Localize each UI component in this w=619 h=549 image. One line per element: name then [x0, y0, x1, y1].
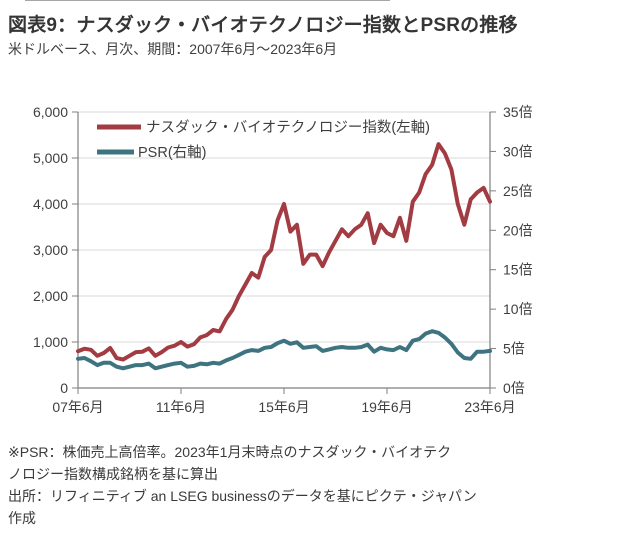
legend-psr-label: PSR(右軸)	[138, 144, 206, 161]
footnote-psr-definition-line2: ノロジー指数構成銘柄を基に算出	[8, 466, 218, 482]
x-axis-label: 19年6月	[361, 399, 412, 415]
right-axis-label: 20倍	[503, 222, 533, 238]
footnote-psr-definition-line1: ※PSR：株価売上高倍率。2023年1月末時点のナスダック・バイオテク	[8, 444, 452, 460]
footnotes: ※PSR：株価売上高倍率。2023年1月末時点のナスダック・バイオテク ノロジー…	[8, 441, 613, 529]
right-axis-label: 5倍	[503, 341, 525, 357]
left-axis-label: 2,000	[33, 288, 68, 304]
x-axis-label: 23年6月	[464, 399, 515, 415]
right-axis-label: 0倍	[503, 380, 525, 396]
left-axis-label: 4,000	[33, 196, 68, 212]
x-axis-label: 15年6月	[258, 399, 309, 415]
chart-svg: 6,000 5,000 4,000 3,000 2,000 1,000 0 35倍 30倍 25倍…	[33, 104, 533, 415]
left-axis-label: 3,000	[33, 242, 68, 258]
x-axis-label: 07年6月	[52, 399, 103, 415]
left-axis-label: 1,000	[33, 334, 68, 350]
legend-index-label: ナスダック・バイオテクノロジー指数(左軸)	[146, 119, 430, 136]
right-axis-label: 25倍	[503, 183, 533, 199]
line-chart: 6,000 5,000 4,000 3,000 2,000 1,000 0 35倍 30倍 25倍…	[0, 95, 619, 440]
x-axis-label: 11年6月	[156, 399, 206, 415]
index-series-line	[76, 142, 492, 362]
left-axis-label: 5,000	[33, 150, 68, 166]
footnote-source-line2: 作成	[8, 510, 36, 526]
right-axis-label: 35倍	[503, 104, 533, 120]
left-axis-label: 0	[60, 380, 68, 396]
right-axis-label: 30倍	[503, 143, 533, 159]
page-title: 図表9：ナスダック・バイオテクノロジー指数とPSRの推移	[8, 15, 518, 36]
page-subtitle: 米ドルベース、月次、期間：2007年6月～2023年6月	[8, 41, 338, 57]
psr-series-line	[76, 329, 492, 371]
top-divider	[25, 0, 390, 1]
footnote-source-line1: 出所：リフィニティブ an LSEG businessのデータを基にピクテ・ジャ…	[8, 488, 477, 504]
right-axis-label: 15倍	[503, 262, 533, 278]
right-axis-label: 10倍	[503, 301, 533, 317]
left-axis-label: 6,000	[33, 104, 68, 120]
